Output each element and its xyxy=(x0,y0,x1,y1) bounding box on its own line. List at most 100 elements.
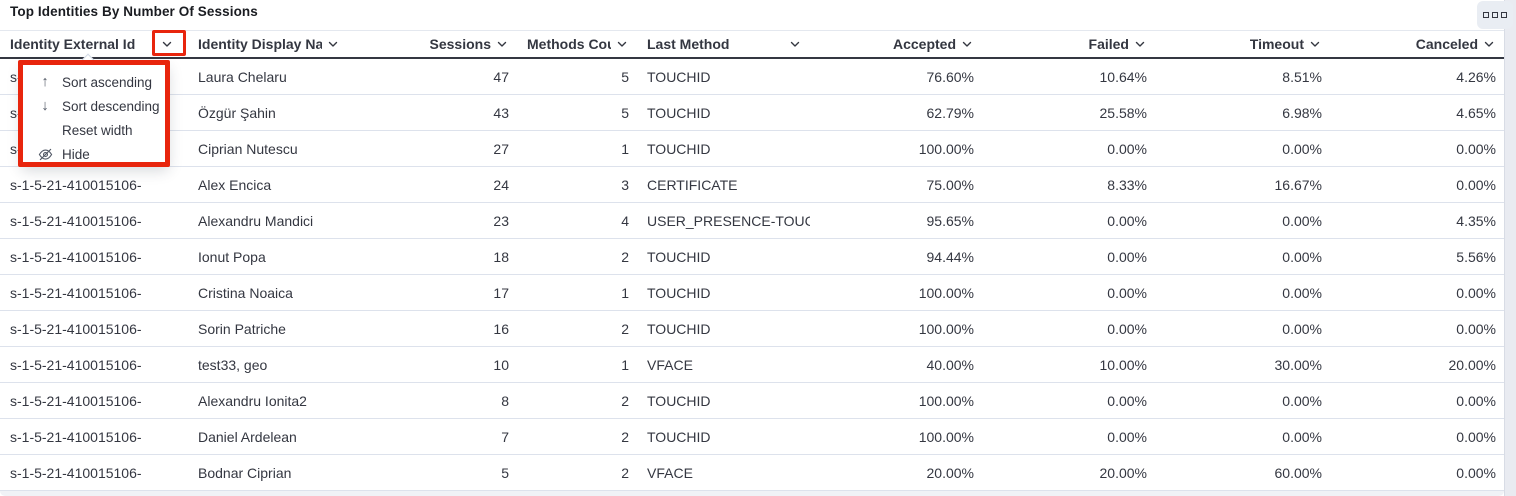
vertical-scrollbar[interactable] xyxy=(1504,0,1516,496)
table-row[interactable]: s-1-5-21-410015106- Bodnar Ciprian 5 2 V… xyxy=(0,455,1504,491)
cell-last-method: VFACE xyxy=(647,464,693,481)
cell-methods-count: 2 xyxy=(621,320,629,337)
column-header-timeout[interactable]: Timeout xyxy=(1155,31,1330,57)
cell-accepted: 75.00% xyxy=(926,176,974,193)
cell-identity-display-name: Cristina Noaica xyxy=(198,284,293,301)
column-header-methods-count[interactable]: Methods Count xyxy=(517,31,637,57)
cell-canceled: 4.35% xyxy=(1456,212,1496,229)
panel-title: Top Identities By Number Of Sessions xyxy=(10,4,258,19)
table-row[interactable]: s-1-5-21-410015106- Ionut Popa 18 2 TOUC… xyxy=(0,239,1504,275)
cell-methods-count: 5 xyxy=(621,104,629,121)
cell-accepted: 100.00% xyxy=(918,392,974,409)
table-row[interactable]: s-1-5-21-410015106- Ciprian Nutescu 27 1… xyxy=(0,131,1504,167)
cell-methods-count: 2 xyxy=(621,248,629,265)
cell-identity-external-id: s-1-5-21-410015106- xyxy=(10,392,142,409)
menu-item-reset-width[interactable]: Reset width xyxy=(62,122,133,138)
table-row[interactable]: s-1-5-21-410015106- Alex Encica 24 3 CER… xyxy=(0,167,1504,203)
cell-last-method: CERTIFICATE xyxy=(647,176,738,193)
cell-timeout: 60.00% xyxy=(1274,464,1322,481)
cell-identity-display-name: Özgür Şahin xyxy=(198,104,276,121)
cell-sessions: 18 xyxy=(493,248,509,265)
cell-sessions: 10 xyxy=(493,356,509,373)
cell-last-method: VFACE xyxy=(647,356,693,373)
table-row[interactable]: s-1-5-21-410015106- Alexandru Ionita2 8 … xyxy=(0,383,1504,419)
cell-identity-external-id: s-1-5-21-410015106- xyxy=(10,212,142,229)
chevron-down-icon[interactable] xyxy=(615,37,629,51)
cell-canceled: 4.65% xyxy=(1456,104,1496,121)
table-row[interactable]: s-1-5-21-410015106- Alexandru Mandici 23… xyxy=(0,203,1504,239)
cell-failed: 25.58% xyxy=(1099,104,1147,121)
chevron-down-icon[interactable] xyxy=(960,37,974,51)
cell-sessions: 47 xyxy=(493,68,509,85)
cell-methods-count: 4 xyxy=(621,212,629,229)
cell-timeout: 16.67% xyxy=(1274,176,1322,193)
cell-timeout: 0.00% xyxy=(1282,284,1322,301)
cell-methods-count: 1 xyxy=(621,140,629,157)
cell-timeout: 0.00% xyxy=(1282,392,1322,409)
chevron-down-icon[interactable] xyxy=(1482,37,1496,51)
table-row[interactable]: s-1-5-21-410015106- Özgür Şahin 43 5 TOU… xyxy=(0,95,1504,131)
chevron-down-icon[interactable] xyxy=(160,37,174,51)
cell-failed: 0.00% xyxy=(1107,320,1147,337)
column-header-canceled[interactable]: Canceled xyxy=(1330,31,1504,57)
menu-item-sort-descending[interactable]: ↓ Sort descending xyxy=(22,94,168,118)
cell-sessions: 5 xyxy=(501,464,509,481)
cell-identity-display-name: test33, geo xyxy=(198,356,268,373)
cell-failed: 20.00% xyxy=(1099,464,1147,481)
cell-last-method: TOUCHID xyxy=(647,392,711,409)
cell-last-method: TOUCHID xyxy=(647,140,711,157)
chevron-down-icon[interactable] xyxy=(1308,37,1322,51)
cell-failed: 0.00% xyxy=(1107,428,1147,445)
cell-methods-count: 2 xyxy=(621,428,629,445)
chevron-down-icon[interactable] xyxy=(1133,37,1147,51)
cell-timeout: 0.00% xyxy=(1282,140,1322,157)
table-row[interactable]: s-1-5-21-410015106- Laura Chelaru 47 5 T… xyxy=(0,59,1504,95)
cell-failed: 10.00% xyxy=(1099,356,1147,373)
cell-methods-count: 1 xyxy=(621,284,629,301)
table-row[interactable]: s-1-5-21-410015106- Cristina Noaica 17 1… xyxy=(0,275,1504,311)
panel-options-button[interactable] xyxy=(1477,1,1513,29)
cell-sessions: 27 xyxy=(493,140,509,157)
cell-canceled: 0.00% xyxy=(1456,392,1496,409)
cell-identity-display-name: Daniel Ardelean xyxy=(198,428,297,445)
cell-timeout: 8.51% xyxy=(1282,68,1322,85)
column-header-accepted[interactable]: Accepted xyxy=(810,31,982,57)
chevron-down-icon[interactable] xyxy=(495,37,509,51)
cell-timeout: 0.00% xyxy=(1282,248,1322,265)
table-row[interactable]: s-1-5-21-410015106- Sorin Patriche 16 2 … xyxy=(0,311,1504,347)
panel-options-icon xyxy=(1492,12,1498,18)
cell-sessions: 7 xyxy=(501,428,509,445)
cell-last-method: TOUCHID xyxy=(647,428,711,445)
chevron-down-icon[interactable] xyxy=(326,37,340,51)
column-header-last-method[interactable]: Last Method xyxy=(637,31,810,57)
menu-item-sort-ascending[interactable]: ↑ Sort ascending xyxy=(22,70,168,94)
menu-item-hide[interactable]: Hide xyxy=(22,142,168,166)
cell-timeout: 0.00% xyxy=(1282,320,1322,337)
cell-accepted: 100.00% xyxy=(918,140,974,157)
eye-closed-icon xyxy=(37,147,53,162)
cell-identity-external-id: s-1-5-21-410015106- xyxy=(10,356,142,373)
column-header-sessions[interactable]: Sessions xyxy=(348,31,517,57)
column-header-identity-external-id[interactable]: Identity External Id xyxy=(0,31,188,57)
table-header-row: Identity External Id Identity Display Na… xyxy=(0,30,1504,59)
cell-last-method: TOUCHID xyxy=(647,104,711,121)
panel-options-icon xyxy=(1483,12,1489,18)
cell-timeout: 30.00% xyxy=(1274,356,1322,373)
cell-identity-external-id: s-1-5-21-410015106- xyxy=(10,464,142,481)
cell-failed: 0.00% xyxy=(1107,392,1147,409)
cell-sessions: 16 xyxy=(493,320,509,337)
cell-identity-display-name: Laura Chelaru xyxy=(198,68,287,85)
cell-accepted: 95.65% xyxy=(926,212,974,229)
chevron-down-icon[interactable] xyxy=(788,37,802,51)
table-body: s-1-5-21-410015106- Laura Chelaru 47 5 T… xyxy=(0,59,1504,491)
column-header-failed[interactable]: Failed xyxy=(982,31,1155,57)
table-row[interactable]: s-1-5-21-410015106- test33, geo 10 1 VFA… xyxy=(0,347,1504,383)
table-row[interactable]: s-1-5-21-410015106- Daniel Ardelean 7 2 … xyxy=(0,419,1504,455)
cell-identity-external-id: s-1-5-21-410015106- xyxy=(10,428,142,445)
cell-sessions: 23 xyxy=(493,212,509,229)
cell-accepted: 100.00% xyxy=(918,428,974,445)
cell-last-method: TOUCHID xyxy=(647,320,711,337)
cell-canceled: 0.00% xyxy=(1456,428,1496,445)
column-header-identity-display-name[interactable]: Identity Display Name xyxy=(188,31,348,57)
cell-accepted: 100.00% xyxy=(918,284,974,301)
